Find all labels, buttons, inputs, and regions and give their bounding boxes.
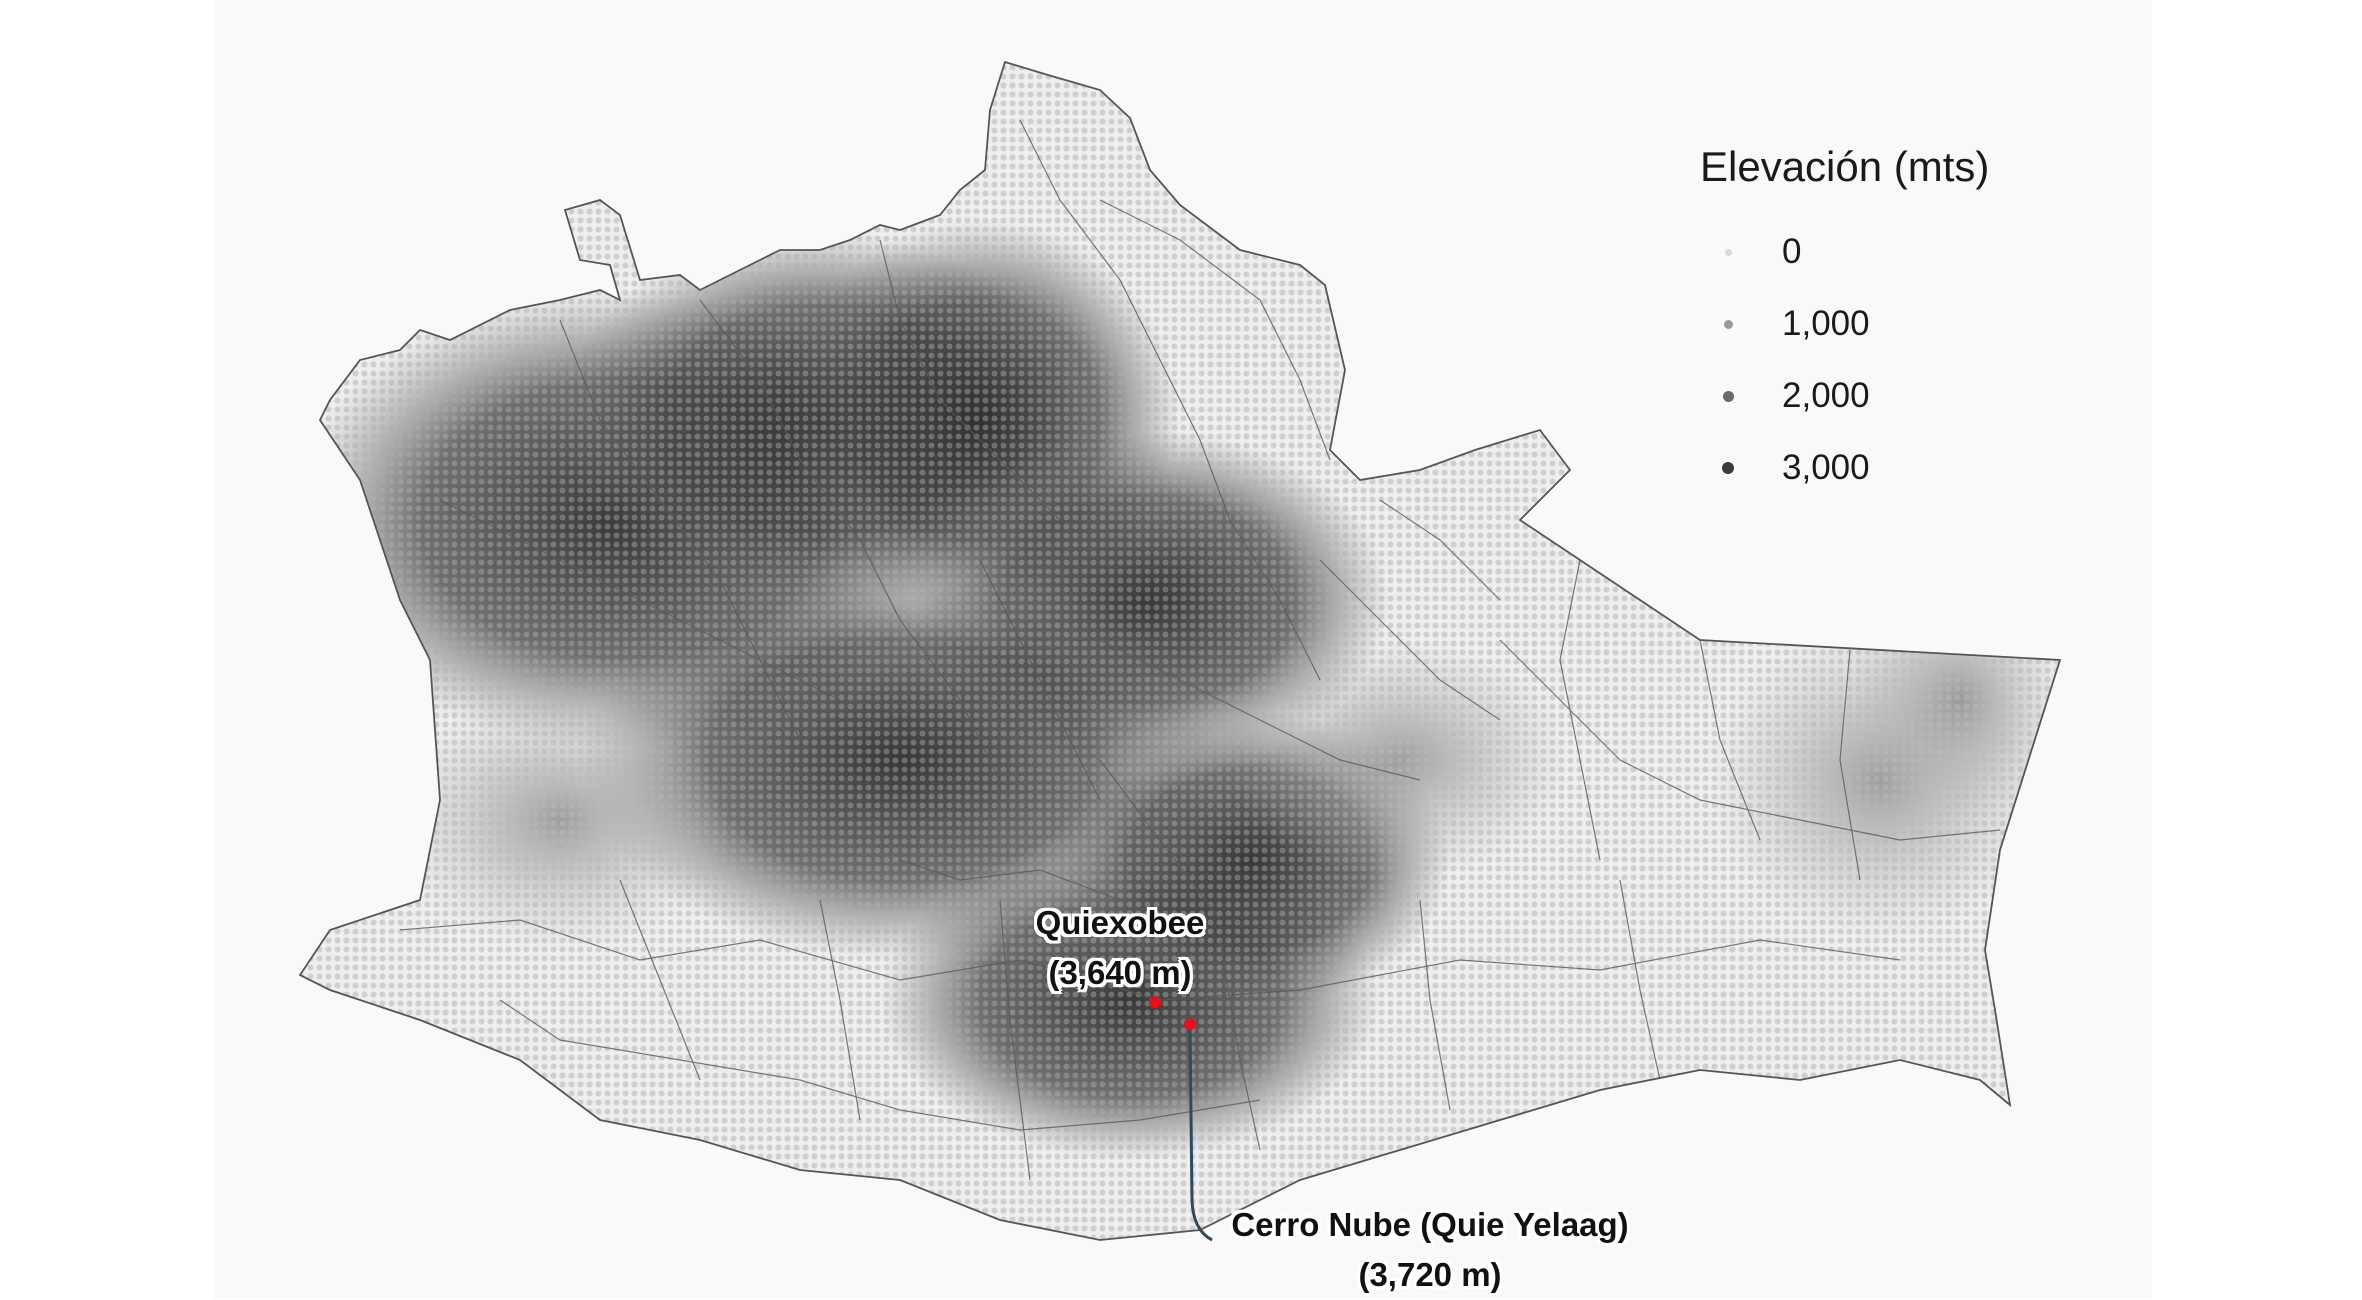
state-outline	[298, 60, 2062, 1241]
cerro-nube-elevation: (3,720 m)	[1358, 1256, 1502, 1293]
legend-item-0: 0	[1722, 232, 1801, 272]
legend-dot-icon	[1722, 462, 1734, 474]
quiexobee-elevation: (3,640 m)	[1048, 954, 1192, 991]
cerro-nube-leader-line	[1188, 1029, 1213, 1242]
cerro-nube-label: Cerro Nube (Quie Yelaag) (3,720 m)	[1160, 1200, 1700, 1300]
legend-dot-icon	[1724, 319, 1733, 329]
quiexobee-name: Quiexobee	[1035, 904, 1205, 941]
cerro-nube-marker	[1184, 1018, 1196, 1030]
legend-item-3000: 3,000	[1722, 448, 1870, 488]
legend-dot-icon	[1725, 248, 1732, 256]
quiexobee-marker	[1149, 996, 1161, 1008]
cerro-nube-name: Cerro Nube (Quie Yelaag)	[1231, 1206, 1629, 1243]
legend-label: 1,000	[1782, 304, 1870, 343]
municipal-boundaries	[399, 119, 2001, 1181]
legend-item-1000: 1,000	[1722, 304, 1870, 344]
legend-dot-icon	[1723, 390, 1734, 402]
legend-label: 0	[1782, 232, 1802, 271]
legend-item-2000: 2,000	[1722, 376, 1870, 416]
quiexobee-label: Quiexobee (3,640 m)	[980, 898, 1260, 998]
legend-label: 2,000	[1782, 376, 1870, 415]
legend-label: 3,000	[1782, 448, 1870, 487]
legend-title: Elevación (mts)	[1700, 143, 1990, 190]
